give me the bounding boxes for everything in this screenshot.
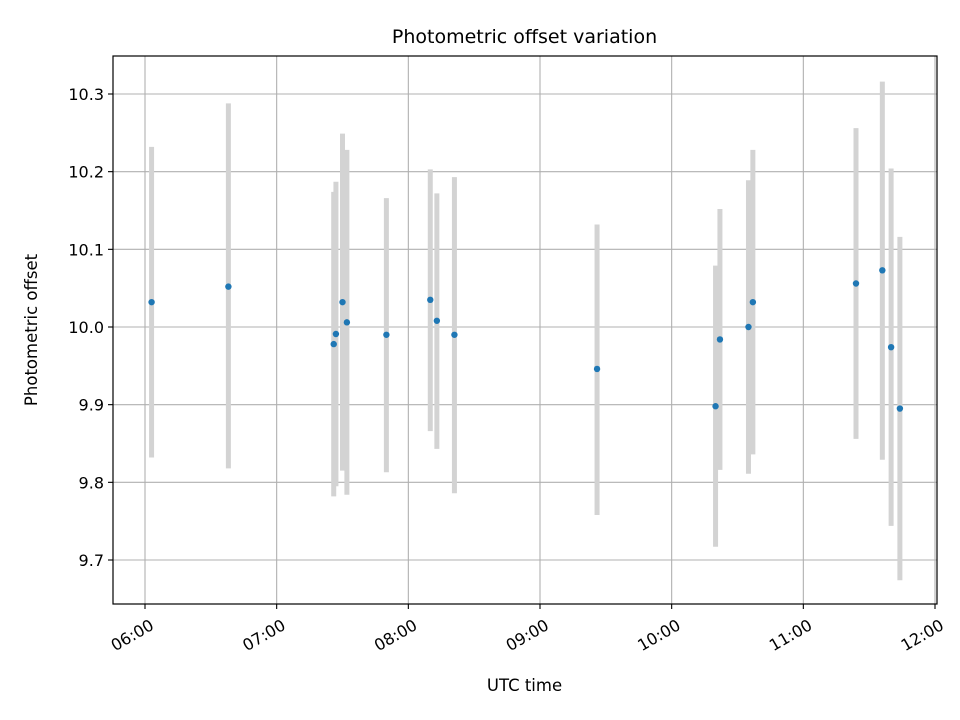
axis-ticks: 06:00 07:00 08:00 09:00 10:00 11:00 12:00 9.7 9.… [68,85,947,655]
data-point [332,330,340,338]
grid [113,56,937,604]
x-tick-label: 06:00 [108,615,157,655]
data-point [339,298,346,306]
data-point [887,343,895,351]
error-bars [149,81,903,581]
data-point [225,283,232,290]
data-point [879,267,886,274]
x-tick-label: 10:00 [634,615,683,655]
plot-area-frame [112,55,938,605]
y-axis-title: Photometric offset [22,253,41,406]
x-tick-label: 12:00 [898,615,947,655]
data-point [896,405,904,412]
data-point [427,296,434,304]
data-point [716,336,724,343]
y-tick-label: 10.2 [68,163,104,182]
x-tick-label: 08:00 [371,615,420,655]
data-point [749,298,757,306]
y-tick-label: 9.8 [79,473,104,492]
data-points [148,267,904,412]
y-tick-label: 9.9 [79,396,104,415]
data-point [745,323,752,331]
x-tick-label: 09:00 [503,615,552,655]
data-point [343,319,351,326]
y-tick-label: 10.0 [68,318,104,337]
data-point [433,317,441,324]
x-tick-label: 07:00 [239,615,288,655]
data-point [451,331,458,338]
data-point [712,403,719,410]
y-tick-label: 10.3 [68,85,104,104]
y-tick-label: 9.7 [79,551,104,570]
y-tick-label: 10.1 [68,240,104,259]
chart-title: Photometric offset variation [392,26,657,48]
x-axis-title: UTC time [487,676,562,695]
data-point [383,331,390,338]
data-point [330,340,337,348]
data-point [852,280,860,287]
data-point [148,298,155,306]
x-tick-label: 11:00 [766,615,815,655]
data-point [593,365,601,373]
